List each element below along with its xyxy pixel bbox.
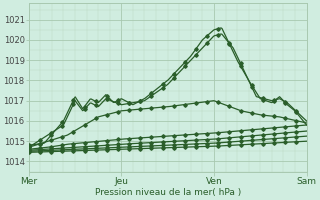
X-axis label: Pression niveau de la mer( hPa ): Pression niveau de la mer( hPa ) — [94, 188, 241, 197]
